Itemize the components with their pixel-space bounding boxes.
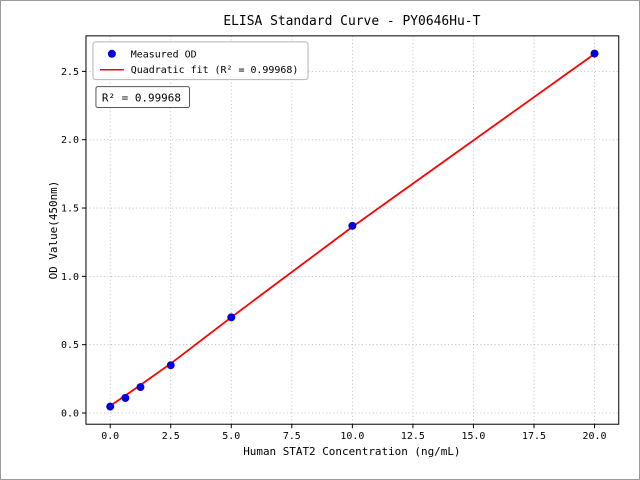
annotation-text: R² = 0.99968 [102, 92, 181, 105]
legend-box [92, 41, 309, 81]
legend: Measured OD Quadratic fit (R² = 0.99968) [92, 41, 309, 81]
r-squared-annotation: R² = 0.99968 [95, 86, 191, 109]
plot-layer: 0.0 2.5 5.0 7.5 10.0 12.5 15.0 17.5 20.0 0.0 0.5 1.… [61, 35, 620, 442]
x-tick-label: 17.5 [522, 431, 546, 442]
chart-title: ELISA Standard Curve - PY0646Hu-T [223, 14, 480, 29]
y-tick-label: 2.5 [61, 67, 79, 78]
x-tick-label: 5.0 [222, 431, 240, 442]
data-point [121, 394, 130, 402]
y-tick-label: 1.5 [61, 204, 79, 215]
x-tick-label: 10.0 [340, 431, 364, 442]
data-point [227, 313, 236, 322]
y-tick-label: 0.0 [61, 409, 79, 420]
x-tick-label: 2.5 [162, 431, 180, 442]
x-axis-label: Human STAT2 Concentration (ng/mL) [243, 445, 460, 458]
y-tick-label: 1.0 [61, 272, 79, 283]
data-point [348, 221, 357, 230]
legend-marker-measured-od [107, 49, 116, 58]
x-tick-label: 0.0 [101, 431, 119, 442]
data-point [106, 402, 115, 411]
legend-label-quadratic-fit: Quadratic fit (R² = 0.99968) [131, 65, 299, 76]
data-point [166, 361, 175, 370]
y-axis-label: OD Value(450nm) [47, 181, 60, 280]
x-tick-label: 12.5 [401, 431, 425, 442]
legend-label-measured-od: Measured OD [131, 49, 197, 60]
y-tick-label: 0.5 [61, 340, 79, 351]
annotation-box [95, 86, 191, 109]
x-tick-label: 20.0 [583, 431, 607, 442]
x-tick-label: 15.0 [461, 431, 485, 442]
data-point [136, 383, 145, 392]
x-tick-label: 7.5 [283, 431, 301, 442]
data-point [590, 49, 599, 58]
y-tick-label: 2.0 [61, 135, 79, 146]
